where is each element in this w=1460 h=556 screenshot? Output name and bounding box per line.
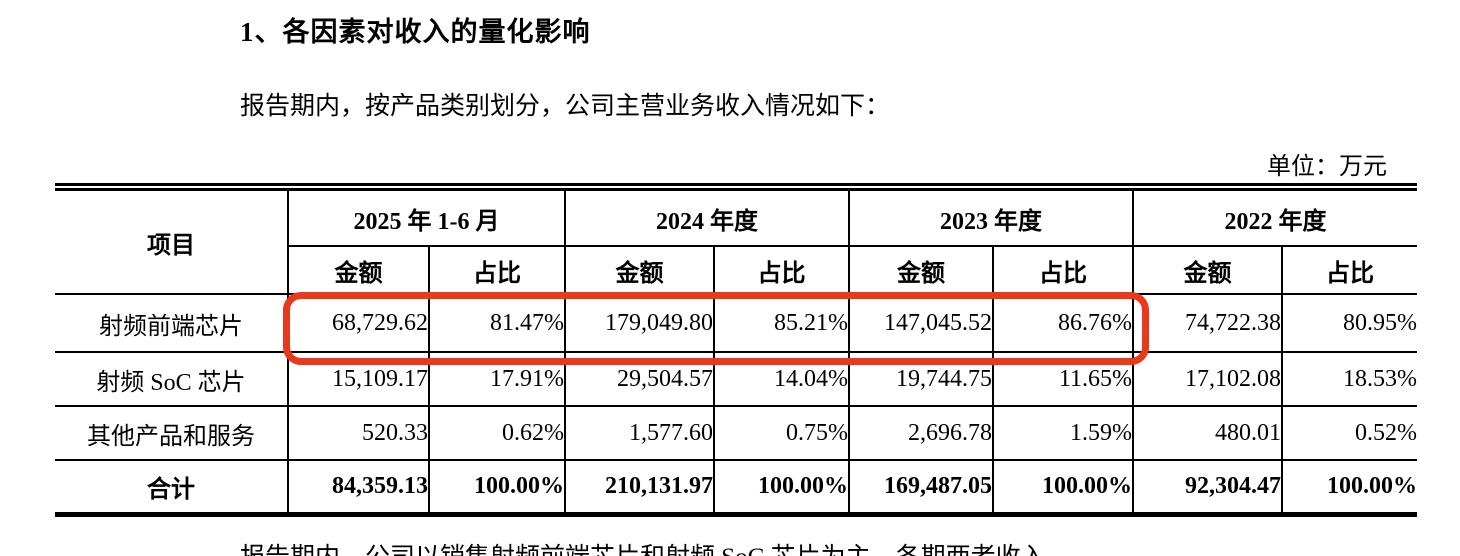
cell-value: 1.59%	[992, 405, 1134, 461]
cell-value: 480.01	[1132, 405, 1283, 461]
row-label: 射频前端芯片	[55, 293, 289, 353]
footer-paragraph-clipped: 报告期内，公司以销售射频前端芯片和射频 SoC 芯片为主，各期两者收入	[240, 537, 1046, 556]
col-header-item: 项目	[55, 186, 289, 295]
cell-value: 17.91%	[428, 351, 566, 407]
cell-value: 18.53%	[1281, 351, 1417, 407]
cell-value: 2,696.78	[848, 405, 994, 461]
col-header-amount-2022: 金额	[1132, 245, 1283, 295]
cell-value: 210,131.97	[564, 459, 715, 515]
col-header-amount-2024: 金额	[564, 245, 715, 295]
cell-value: 100.00%	[713, 459, 850, 515]
table-row: 射频前端芯片 68,729.62 81.47% 179,049.80 85.21…	[55, 293, 1417, 353]
col-header-ratio-2023: 占比	[992, 245, 1134, 295]
col-header-amount-2023: 金额	[848, 245, 994, 295]
cell-value: 0.52%	[1281, 405, 1417, 461]
cell-value: 81.47%	[428, 293, 566, 353]
col-header-period-2023: 2023 年度	[848, 186, 1134, 247]
revenue-table: 项目 2025 年 1-6 月 2024 年度 2023 年度 2022 年度 …	[55, 183, 1417, 517]
col-header-period-2022: 2022 年度	[1132, 186, 1417, 247]
table-header-row-subheaders: 金额 占比 金额 占比 金额 占比 金额 占比	[55, 245, 1417, 295]
cell-value: 11.65%	[992, 351, 1134, 407]
cell-value: 147,045.52	[848, 293, 994, 353]
cell-value: 100.00%	[428, 459, 566, 515]
cell-value: 100.00%	[1281, 459, 1417, 515]
cell-value: 17,102.08	[1132, 351, 1283, 407]
intro-paragraph: 报告期内，按产品类别划分，公司主营业务收入情况如下：	[240, 93, 891, 120]
table-row: 其他产品和服务 520.33 0.62% 1,577.60 0.75% 2,69…	[55, 405, 1417, 461]
col-header-ratio-2022: 占比	[1281, 245, 1417, 295]
col-header-period-2025: 2025 年 1-6 月	[287, 186, 566, 247]
cell-value: 80.95%	[1281, 293, 1417, 353]
cell-value: 85.21%	[713, 293, 850, 353]
total-row-label: 合计	[55, 459, 289, 515]
cell-value: 19,744.75	[848, 351, 994, 407]
row-label: 其他产品和服务	[55, 405, 289, 461]
cell-value: 92,304.47	[1132, 459, 1283, 515]
section-title: 1、各因素对收入的量化影响	[240, 17, 591, 47]
col-header-period-2024: 2024 年度	[564, 186, 850, 247]
cell-value: 169,487.05	[848, 459, 994, 515]
cell-value: 74,722.38	[1132, 293, 1283, 353]
cell-value: 179,049.80	[564, 293, 715, 353]
cell-value: 14.04%	[713, 351, 850, 407]
col-header-ratio-2025: 占比	[428, 245, 566, 295]
cell-value: 0.62%	[428, 405, 566, 461]
cell-value: 86.76%	[992, 293, 1134, 353]
col-header-ratio-2024: 占比	[713, 245, 850, 295]
table-row: 射频 SoC 芯片 15,109.17 17.91% 29,504.57 14.…	[55, 351, 1417, 407]
cell-value: 0.75%	[713, 405, 850, 461]
cell-value: 29,504.57	[564, 351, 715, 407]
table-total-row: 合计 84,359.13 100.00% 210,131.97 100.00% …	[55, 459, 1417, 515]
unit-label: 单位：万元	[1267, 154, 1387, 180]
cell-value: 84,359.13	[287, 459, 430, 515]
table-header-row-periods: 项目 2025 年 1-6 月 2024 年度 2023 年度 2022 年度	[55, 186, 1417, 295]
col-header-amount-2025: 金额	[288, 245, 430, 295]
cell-value: 1,577.60	[564, 405, 715, 461]
cell-value: 520.33	[287, 405, 430, 461]
row-label: 射频 SoC 芯片	[55, 351, 289, 407]
cell-value: 100.00%	[992, 459, 1134, 515]
cell-value: 68,729.62	[287, 293, 430, 353]
cell-value: 15,109.17	[287, 351, 430, 407]
